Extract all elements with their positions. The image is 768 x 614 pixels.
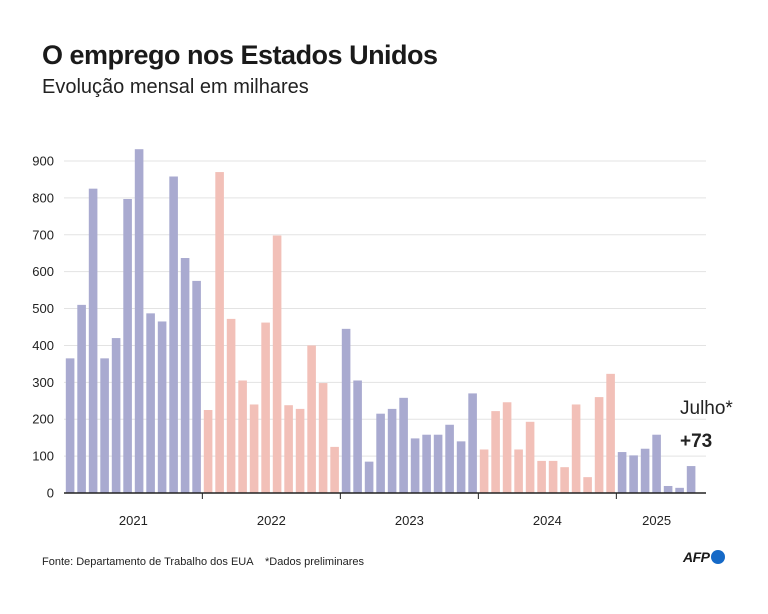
x-tick-label: 2024 — [533, 513, 562, 528]
bar — [226, 318, 236, 493]
bar — [433, 434, 443, 493]
bar — [100, 358, 109, 493]
y-tick-label: 200 — [32, 412, 54, 427]
bar — [157, 321, 167, 493]
bar — [479, 449, 489, 493]
bar — [468, 393, 477, 493]
bar — [261, 322, 270, 493]
bar — [364, 461, 374, 493]
bar — [134, 149, 144, 493]
bar — [169, 176, 178, 493]
bar — [318, 383, 328, 493]
y-tick-label: 500 — [32, 301, 54, 316]
x-tick-label: 2022 — [257, 513, 286, 528]
bar — [353, 380, 362, 493]
logo-text: AFP — [683, 549, 710, 565]
bar — [111, 338, 121, 493]
chart-subtitle: Evolução mensal em milhares — [42, 76, 309, 98]
chart-title: O emprego nos Estados Unidos — [42, 40, 438, 70]
logo-dot-icon — [710, 550, 725, 564]
bar — [525, 421, 535, 493]
bar — [238, 380, 247, 493]
bar — [652, 434, 661, 493]
bar — [88, 188, 98, 493]
x-tick-label: 2025 — [642, 513, 671, 528]
bar — [594, 397, 604, 493]
bar — [617, 452, 627, 493]
bar — [422, 434, 431, 493]
bar — [123, 198, 132, 494]
bar — [203, 410, 213, 493]
bar — [410, 438, 420, 493]
bar — [65, 358, 75, 493]
bar — [686, 466, 696, 493]
bar — [249, 404, 259, 493]
y-axis-ticks: 0 100 200 300 400 500 600 700 800 900 — [32, 154, 54, 501]
bar — [180, 258, 190, 493]
bar — [514, 449, 523, 493]
bar — [146, 313, 155, 493]
bar — [571, 404, 581, 493]
bar — [606, 373, 615, 493]
bar — [445, 424, 454, 493]
annotation-label: Julho* — [680, 398, 733, 419]
footnote: *Dados preliminares — [265, 556, 365, 568]
bar — [387, 408, 397, 493]
annotation-value: +73 — [680, 431, 712, 452]
bar — [502, 402, 512, 493]
bar — [548, 460, 558, 493]
bar — [675, 487, 684, 493]
bar — [583, 477, 592, 493]
bar — [307, 345, 316, 493]
y-tick-label: 100 — [32, 449, 54, 464]
afp-logo: AFP — [683, 549, 725, 565]
y-tick-label: 900 — [32, 154, 54, 169]
bar — [215, 172, 224, 494]
bar — [629, 455, 638, 493]
bars — [65, 149, 696, 494]
y-tick-label: 600 — [32, 264, 54, 279]
y-tick-label: 0 — [47, 486, 54, 501]
bar — [272, 235, 282, 493]
bar — [376, 413, 385, 493]
x-tick-label: 2023 — [395, 513, 424, 528]
bar — [399, 397, 408, 493]
bar — [330, 446, 339, 493]
bar — [640, 448, 650, 493]
bar — [663, 485, 673, 493]
x-axis: 2021 2022 2023 2024 2025 — [64, 492, 706, 528]
y-tick-label: 700 — [32, 227, 54, 242]
bar — [341, 328, 351, 493]
y-tick-label: 400 — [32, 338, 54, 353]
x-tick-label: 2021 — [119, 513, 148, 528]
bar — [560, 467, 569, 493]
annotation: Julho* +73 — [680, 398, 733, 452]
y-tick-label: 800 — [32, 190, 54, 205]
bar — [456, 441, 466, 493]
bar — [192, 280, 201, 493]
source-note: Fonte: Departamento de Trabalho dos EUA — [42, 556, 254, 568]
bar — [284, 405, 293, 493]
bar — [295, 408, 305, 493]
bar — [537, 460, 546, 493]
bar — [77, 304, 86, 493]
y-tick-label: 300 — [32, 375, 54, 390]
bar — [491, 411, 500, 493]
